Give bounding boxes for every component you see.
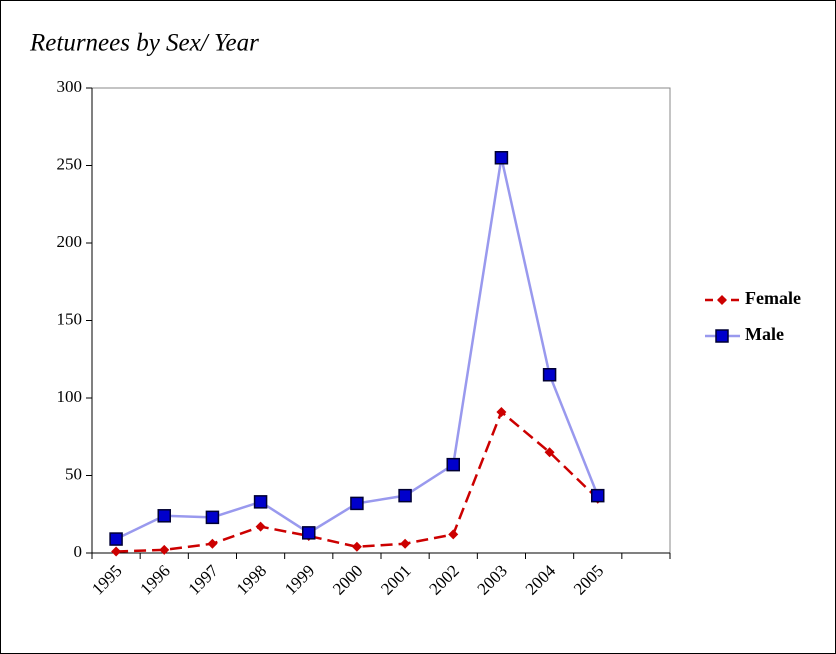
marker <box>159 544 170 555</box>
series-line <box>116 409 599 553</box>
legend-label: Male <box>745 324 784 344</box>
marker <box>448 529 459 540</box>
marker <box>207 538 218 549</box>
chart-title: Returnees by Sex/ Year <box>29 30 259 57</box>
y-tick-label: 0 <box>74 542 83 561</box>
marker <box>446 457 460 472</box>
marker <box>253 495 268 509</box>
marker <box>302 526 316 540</box>
marker <box>717 295 727 305</box>
marker <box>400 538 411 549</box>
marker <box>109 532 123 546</box>
marker <box>544 447 555 458</box>
marker <box>350 496 364 511</box>
plot-area <box>91 87 671 554</box>
marker <box>205 510 220 525</box>
y-tick-label: 200 <box>57 232 83 251</box>
marker <box>591 488 605 503</box>
marker <box>398 488 412 503</box>
marker <box>351 541 362 552</box>
y-tick-label: 300 <box>57 77 83 96</box>
marker <box>542 368 557 382</box>
y-tick-label: 250 <box>57 154 83 173</box>
marker <box>255 521 266 532</box>
y-tick-label: 50 <box>65 464 82 483</box>
marker <box>494 151 509 165</box>
marker <box>496 406 507 417</box>
marker <box>111 546 122 557</box>
legend-label: Female <box>745 288 801 308</box>
marker <box>715 329 729 343</box>
marker <box>157 509 171 523</box>
y-tick-label: 150 <box>57 309 83 328</box>
y-tick-label: 100 <box>57 387 83 406</box>
